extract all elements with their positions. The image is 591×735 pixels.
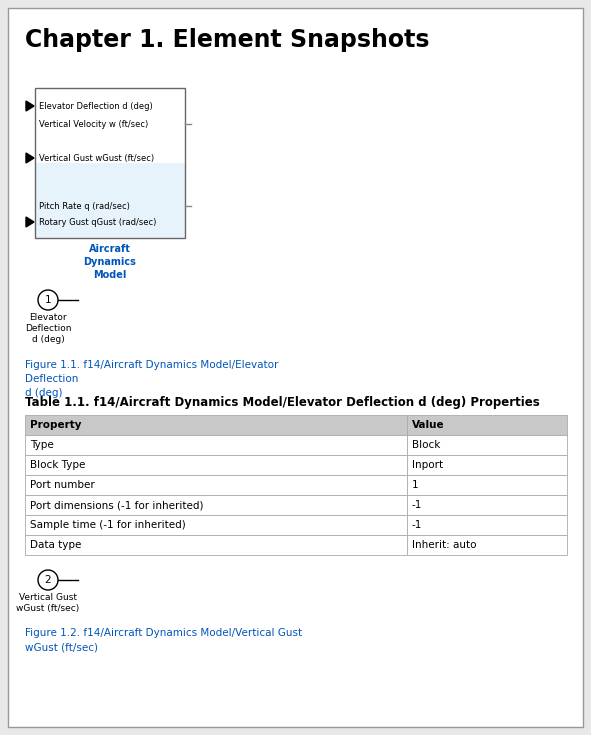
- Bar: [25, 455, 407, 475]
- Bar: [407, 515, 567, 535]
- Polygon shape: [26, 153, 34, 163]
- Text: Type: Type: [30, 440, 54, 450]
- Text: Figure 1.2. f14/Aircraft Dynamics Model/Vertical Gust
wGust (ft/sec): Figure 1.2. f14/Aircraft Dynamics Model/…: [25, 628, 302, 652]
- Text: -1: -1: [412, 500, 423, 510]
- Text: Block: Block: [412, 440, 440, 450]
- Text: Elevator Deflection d (deg): Elevator Deflection d (deg): [39, 101, 152, 110]
- Text: Block Type: Block Type: [30, 460, 85, 470]
- Text: Vertical Gust
wGust (ft/sec): Vertical Gust wGust (ft/sec): [17, 593, 80, 613]
- Bar: [407, 415, 567, 435]
- Bar: [35, 163, 185, 238]
- Bar: [407, 435, 567, 455]
- Text: Vertical Velocity w (ft/sec): Vertical Velocity w (ft/sec): [39, 120, 148, 129]
- Bar: [25, 535, 407, 555]
- Circle shape: [38, 290, 58, 310]
- Bar: [35, 88, 185, 238]
- Text: Port dimensions (-1 for inherited): Port dimensions (-1 for inherited): [30, 500, 203, 510]
- Text: Elevator
Deflection
d (deg): Elevator Deflection d (deg): [25, 313, 72, 344]
- Text: Rotary Gust qGust (rad/sec): Rotary Gust qGust (rad/sec): [39, 218, 157, 226]
- Bar: [35, 88, 185, 238]
- Text: Property: Property: [30, 420, 82, 430]
- Text: Value: Value: [412, 420, 444, 430]
- Polygon shape: [26, 217, 34, 227]
- Text: Sample time (-1 for inherited): Sample time (-1 for inherited): [30, 520, 186, 530]
- Text: Vertical Gust wGust (ft/sec): Vertical Gust wGust (ft/sec): [39, 154, 154, 162]
- Text: -1: -1: [412, 520, 423, 530]
- Bar: [25, 415, 407, 435]
- Bar: [407, 455, 567, 475]
- Bar: [407, 475, 567, 495]
- Text: Table 1.1. f14/Aircraft Dynamics Model/Elevator Deflection d (deg) Properties: Table 1.1. f14/Aircraft Dynamics Model/E…: [25, 396, 540, 409]
- Bar: [407, 535, 567, 555]
- Text: 1: 1: [412, 480, 418, 490]
- Text: Figure 1.1. f14/Aircraft Dynamics Model/Elevator
Deflection
d (deg): Figure 1.1. f14/Aircraft Dynamics Model/…: [25, 360, 278, 398]
- Text: Port number: Port number: [30, 480, 95, 490]
- Bar: [25, 515, 407, 535]
- Bar: [407, 495, 567, 515]
- Text: Inport: Inport: [412, 460, 443, 470]
- Text: 2: 2: [45, 575, 51, 585]
- Text: Chapter 1. Element Snapshots: Chapter 1. Element Snapshots: [25, 28, 430, 52]
- Text: 1: 1: [45, 295, 51, 305]
- Text: Data type: Data type: [30, 540, 82, 550]
- Circle shape: [38, 570, 58, 590]
- Bar: [25, 495, 407, 515]
- Polygon shape: [26, 101, 34, 111]
- Bar: [25, 435, 407, 455]
- Text: Aircraft
Dynamics
Model: Aircraft Dynamics Model: [83, 244, 137, 280]
- Text: Pitch Rate q (rad/sec): Pitch Rate q (rad/sec): [39, 201, 130, 210]
- Text: Inherit: auto: Inherit: auto: [412, 540, 476, 550]
- Bar: [25, 475, 407, 495]
